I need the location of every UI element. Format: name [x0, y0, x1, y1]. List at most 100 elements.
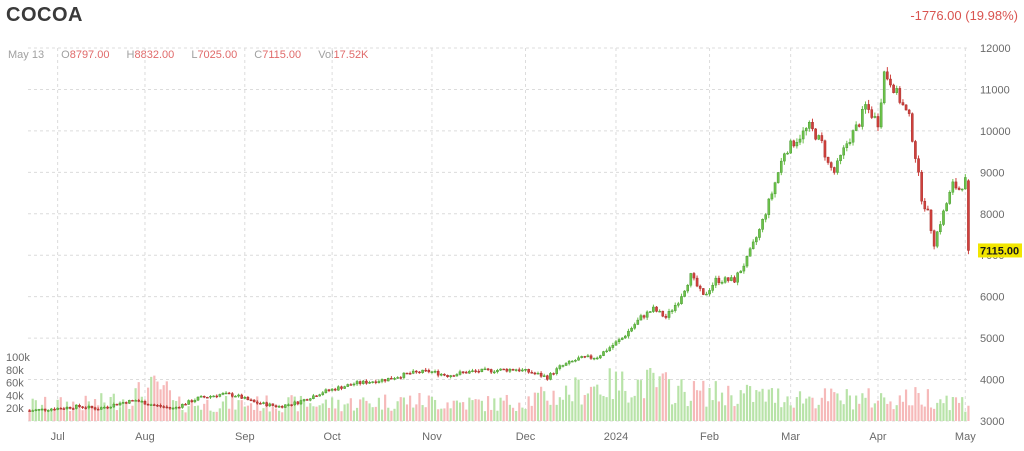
candle-body [299, 400, 303, 405]
price-tick-label: 3000 [980, 416, 1004, 428]
candle-body [181, 403, 184, 408]
volume-bar [914, 387, 917, 421]
volume-bar [387, 407, 390, 421]
candle-body [530, 372, 534, 374]
candle-body [730, 277, 733, 281]
candle-body [34, 409, 38, 412]
candle-body [783, 153, 786, 162]
volume-bar [808, 396, 811, 421]
volume-bar [331, 397, 334, 421]
volume-bar [405, 404, 409, 421]
volume-bar [540, 386, 543, 421]
time-tick-label: 2024 [604, 431, 628, 443]
candle-body [87, 405, 91, 409]
volume-bar [845, 389, 848, 421]
candle-body [358, 381, 362, 384]
volume-bar [415, 404, 418, 421]
volume-bar [920, 404, 923, 421]
volume-bar [739, 390, 742, 421]
volume-bar [452, 400, 455, 421]
candle-body [308, 398, 312, 401]
candle-body [942, 210, 945, 225]
volume-bar [699, 390, 702, 421]
candle-body [190, 400, 194, 403]
volume-bar [861, 393, 864, 421]
volume-bar [359, 399, 362, 421]
candle-body [443, 373, 446, 376]
time-tick-label: Feb [700, 431, 719, 443]
candle-body [795, 142, 799, 147]
close-label: C [254, 49, 263, 61]
volume-bar [496, 410, 499, 421]
volume-bar [855, 395, 858, 421]
candle-body [717, 277, 721, 283]
volume-bar [462, 402, 465, 421]
candle-body [773, 182, 777, 195]
volume-bar [343, 404, 346, 421]
time-axis: Jul Aug Sep Oct Nov Dec 2024 Feb Mar Apr May [51, 431, 977, 443]
volume-bar [299, 395, 303, 421]
volume-bar [140, 396, 143, 421]
candle-body [583, 356, 587, 358]
candle-body [714, 277, 718, 286]
volume-bar [904, 389, 908, 421]
candle-body [427, 370, 431, 373]
candle-body [46, 410, 50, 412]
volume-bar [661, 373, 664, 421]
candle-body [365, 380, 368, 384]
candle-body [393, 378, 396, 380]
candle-body [496, 370, 499, 373]
candle-body [315, 395, 318, 397]
volume-bar [683, 391, 686, 421]
candle-body [215, 395, 219, 398]
volume-tick-label: 100k [6, 352, 30, 364]
volume-bar [97, 405, 100, 421]
candle-body [798, 138, 802, 143]
price-tick-label: 6000 [980, 292, 1004, 304]
candle-body [100, 407, 103, 410]
candle-body [81, 406, 84, 408]
volume-bar [377, 397, 381, 421]
candle-body [386, 377, 390, 382]
volume-bar [200, 409, 203, 421]
candle-body [327, 389, 331, 391]
volume-bar [327, 407, 331, 421]
candle-body [592, 357, 596, 360]
volume-bar [40, 404, 44, 421]
candle-body [574, 360, 577, 362]
candle-body [739, 270, 743, 274]
volume-bar [823, 388, 827, 421]
volume-bar [917, 393, 920, 421]
candle-body [814, 128, 817, 140]
volume-bar [883, 397, 886, 421]
candle-body [904, 104, 908, 111]
volume-bar [851, 409, 855, 421]
last-price-tag: 7115.00 [978, 243, 1022, 258]
candle-body [249, 399, 253, 402]
volume-bar [502, 400, 505, 421]
volume-bar [505, 394, 508, 421]
volume-bar [611, 399, 614, 421]
candle-body [324, 389, 328, 393]
volume-bar [761, 388, 764, 421]
candle-body [549, 373, 552, 380]
volume-bar [586, 393, 589, 421]
candle-body [71, 408, 75, 410]
time-tick-label: Oct [324, 431, 341, 443]
candle-body [508, 369, 512, 372]
candle-body [698, 285, 702, 289]
volume-bar [733, 406, 736, 421]
candle-body [352, 383, 356, 386]
volume-bar [789, 405, 792, 421]
volume-bar [465, 409, 468, 421]
volume-bar [636, 379, 639, 421]
volume-bar [349, 398, 352, 421]
candle-body [368, 382, 371, 384]
volume-bar [564, 385, 568, 421]
candle-body [967, 180, 970, 251]
candle-body [552, 373, 555, 375]
candle-body [165, 406, 169, 409]
volume-bar [418, 393, 421, 421]
candle-body [486, 368, 490, 371]
